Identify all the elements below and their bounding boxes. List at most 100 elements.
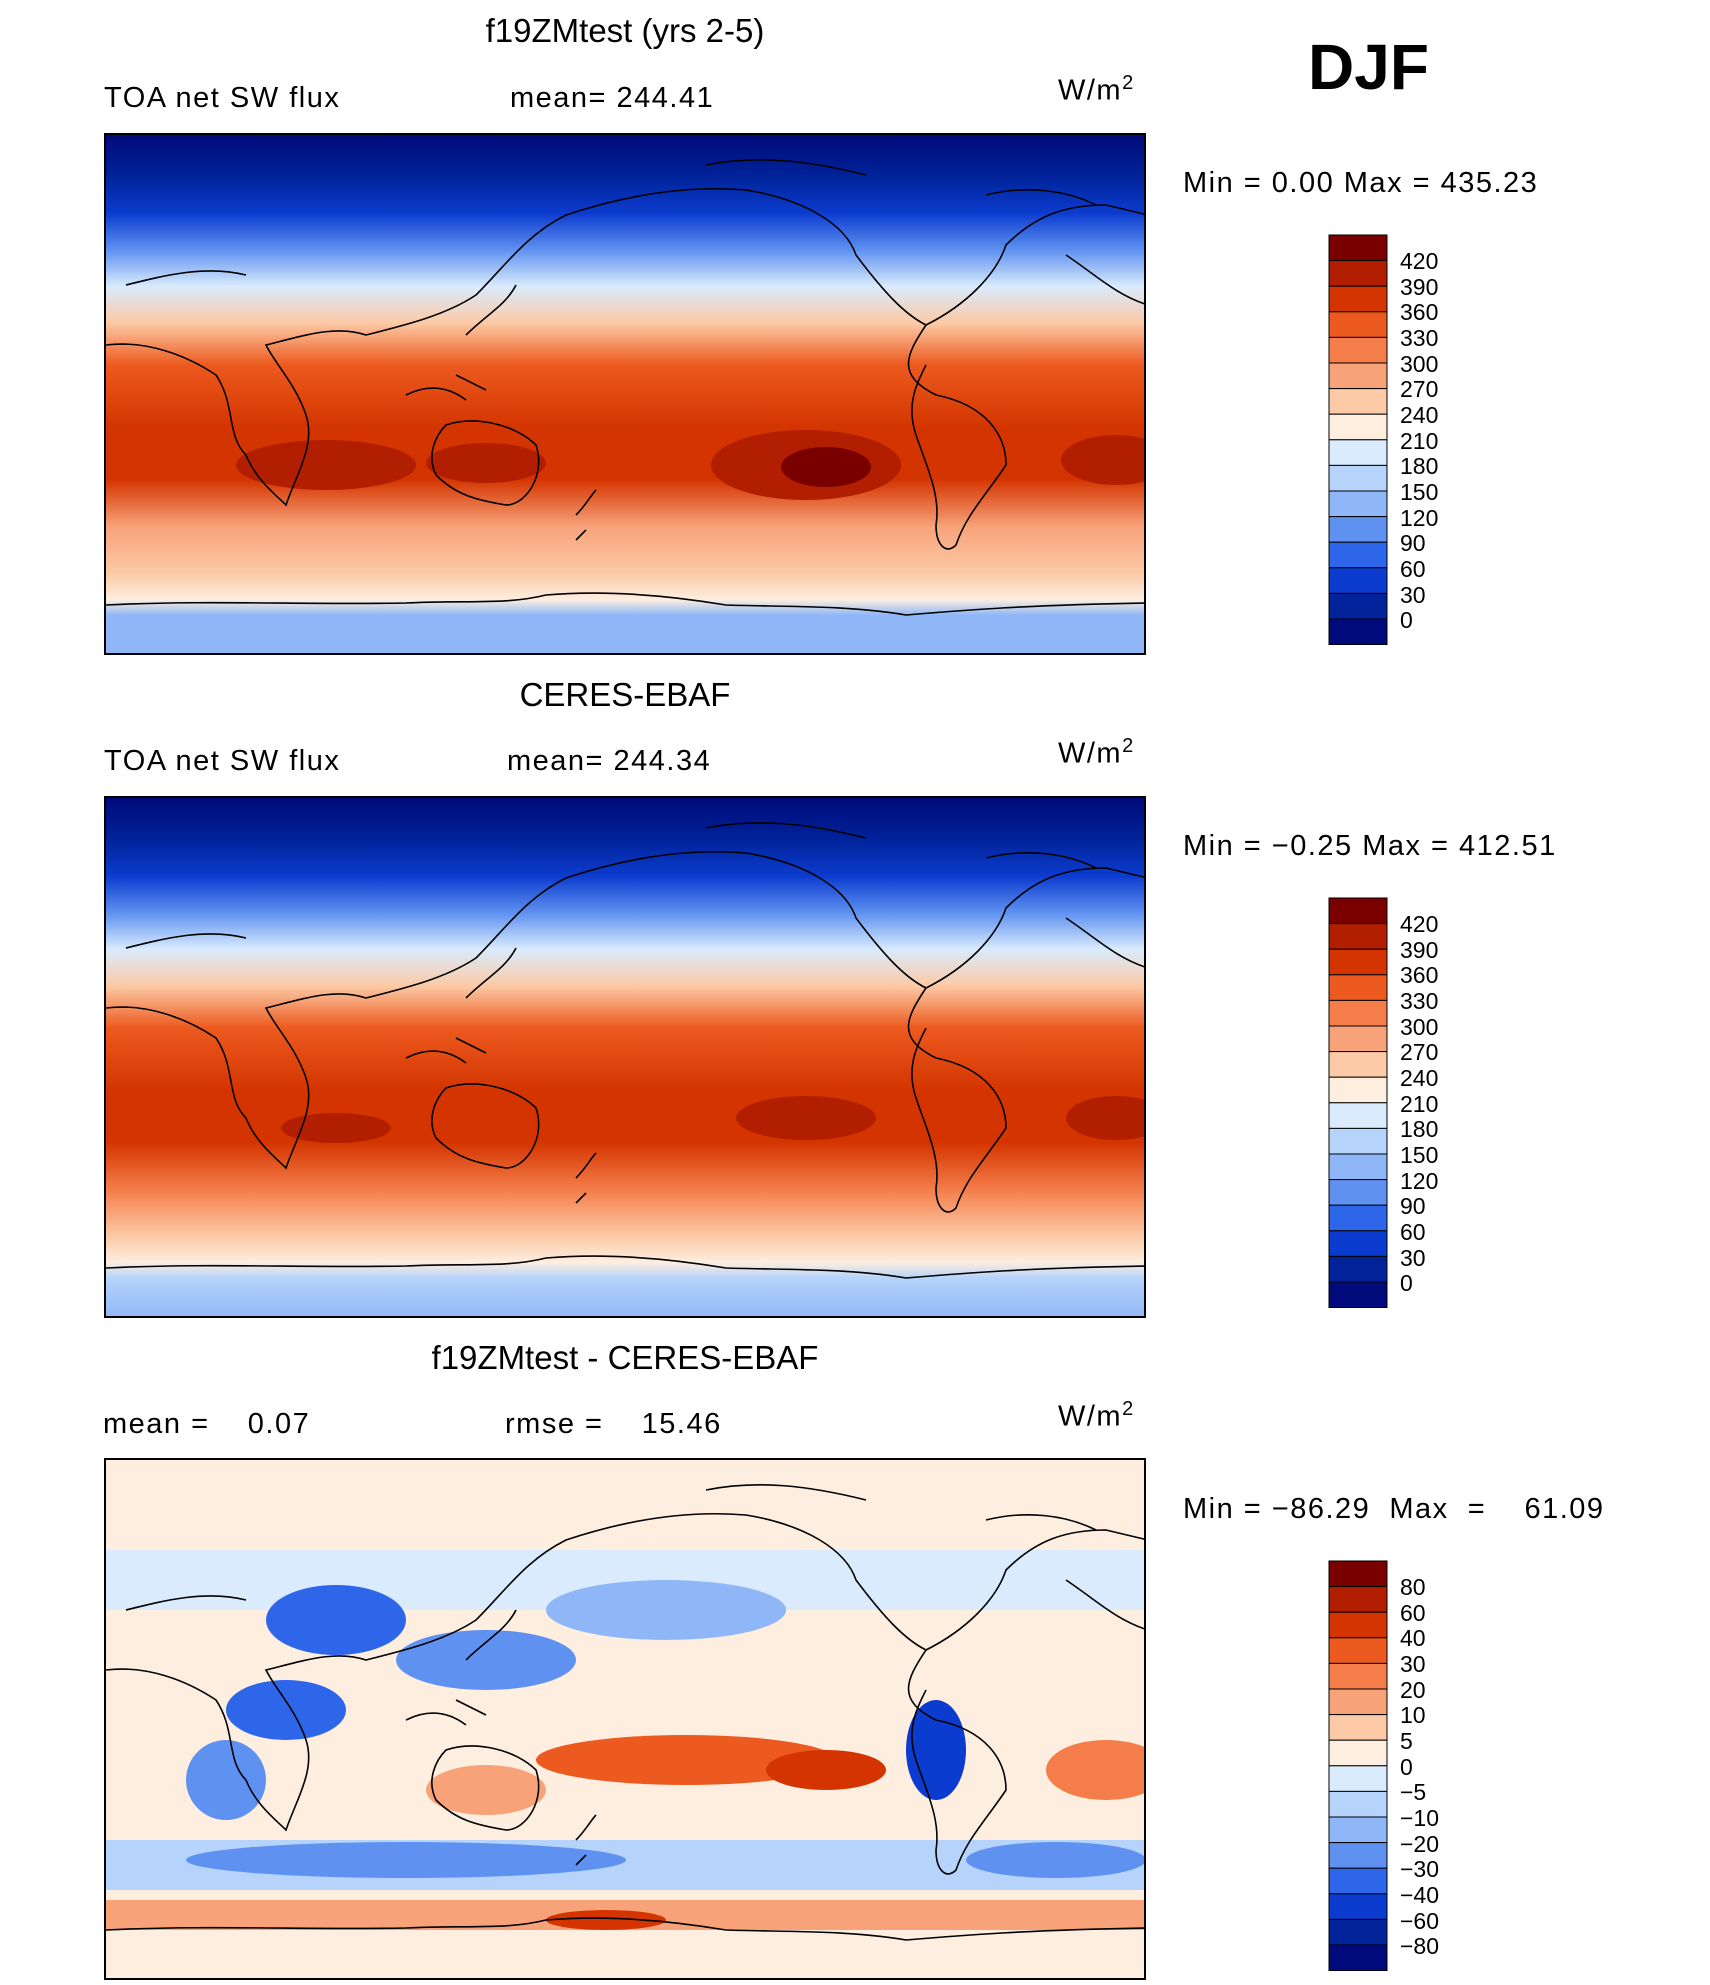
colorbar-swatch (1328, 1662, 1388, 1690)
colorbar-swatch (1328, 541, 1388, 569)
minmax-label: Min = 0.00 Max = 435.23 (1183, 167, 1539, 199)
minmax-label: Min = −86.29 Max = 61.09 (1183, 1493, 1605, 1525)
colorbar-swatch (1328, 1816, 1388, 1844)
colorbar-swatch (1328, 1179, 1388, 1206)
colorbar-tick-label: 90 (1400, 530, 1426, 556)
colorbar-tick-label: 30 (1400, 1651, 1426, 1677)
panel-center-label: mean= 244.34 (507, 745, 712, 777)
map-panel-obs (104, 796, 1146, 1318)
colorbar-swatch (1328, 260, 1388, 287)
colorbar-swatch (1328, 1230, 1388, 1257)
colorbar-swatch (1328, 311, 1388, 338)
colorbar-swatch (1328, 516, 1388, 543)
colorbar-tick-label: 150 (1400, 479, 1439, 505)
colorbar-tick-label: 30 (1400, 582, 1426, 608)
colorbar-swatch (1328, 1790, 1388, 1818)
colorbar-tick-label: 120 (1400, 1168, 1439, 1194)
colorbar-swatch (1328, 439, 1388, 466)
colorbar-tick-label: 240 (1400, 402, 1439, 428)
colorbar-tick-label: −60 (1400, 1908, 1440, 1934)
colorbar-swatches (1328, 1560, 1388, 1971)
colorbar-tick-label: 330 (1400, 325, 1439, 351)
colorbar-tick-label: 80 (1400, 1574, 1426, 1600)
colorbar-tick-label: −10 (1400, 1805, 1440, 1831)
colorbar-swatches (1328, 897, 1388, 1308)
colorbar-swatch (1328, 285, 1388, 313)
colorbar-swatch (1328, 923, 1388, 950)
colorbar-swatch (1328, 1281, 1388, 1308)
colorbar-swatch (1328, 948, 1388, 976)
panel-left-label: TOA net SW flux (104, 82, 341, 114)
colorbar-swatch (1328, 234, 1388, 262)
colorbar-tick-label: 120 (1400, 505, 1439, 531)
minmax-label: Min = −0.25 Max = 412.51 (1183, 830, 1557, 862)
colorbar-tick-label: 40 (1400, 1625, 1426, 1651)
colorbar-swatch (1328, 1867, 1388, 1895)
colorbar-swatch (1328, 1918, 1388, 1946)
colorbar-model (1328, 234, 1388, 645)
colorbar-tick-label: 180 (1400, 1116, 1439, 1142)
colorbar-tick-label: −30 (1400, 1856, 1440, 1882)
colorbar-swatch (1328, 336, 1388, 364)
colorbar-swatch (1328, 567, 1388, 594)
colorbar-tick-label: 60 (1400, 1219, 1426, 1245)
panel-title: f19ZMtest (yrs 2-5) (485, 12, 765, 49)
colorbar-swatch (1328, 388, 1388, 415)
colorbar-tick-label: 60 (1400, 556, 1426, 582)
colorbar-tick-label: 210 (1400, 1091, 1439, 1117)
colorbar-swatch (1328, 1893, 1388, 1920)
map-field (106, 135, 1144, 653)
colorbar-tick-label: 30 (1400, 1245, 1426, 1271)
colorbar-tick-label: 420 (1400, 248, 1439, 274)
panel-units: W/m2 (1058, 1398, 1135, 1433)
colorbar-tick-label: 5 (1400, 1728, 1413, 1754)
map-panel-model (104, 133, 1146, 655)
colorbar-obs (1328, 897, 1388, 1308)
colorbar-tick-label: −20 (1400, 1831, 1440, 1857)
colorbar-tick-label: 300 (1400, 351, 1439, 377)
colorbar-tick-label: 240 (1400, 1065, 1439, 1091)
colorbar-tick-label: 20 (1400, 1677, 1426, 1703)
colorbar-tick-label: 210 (1400, 428, 1439, 454)
colorbar-tick-label: 0 (1400, 1754, 1413, 1780)
colorbar-swatch (1328, 1025, 1388, 1053)
panel-left-label: TOA net SW flux (104, 745, 341, 777)
colorbar-swatch (1328, 1944, 1388, 1971)
colorbar-swatch (1328, 1076, 1388, 1104)
colorbar-swatch (1328, 464, 1388, 492)
colorbar-diff (1328, 1560, 1388, 1971)
colorbar-swatch (1328, 1842, 1388, 1869)
colorbar-tick-label: 60 (1400, 1600, 1426, 1626)
colorbar-swatch (1328, 1255, 1388, 1283)
colorbar-swatch (1328, 362, 1388, 390)
colorbar-swatch (1328, 618, 1388, 645)
colorbar-tick-label: 390 (1400, 274, 1439, 300)
colorbar-tick-label: 150 (1400, 1142, 1439, 1168)
colorbar-swatch (1328, 1765, 1388, 1792)
colorbar-tick-label: −5 (1400, 1779, 1427, 1805)
map-field (106, 1460, 1144, 1978)
colorbar-tick-label: −40 (1400, 1882, 1440, 1908)
colorbar-swatch (1328, 592, 1388, 620)
colorbar-swatch (1328, 1127, 1388, 1155)
panel-units: W/m2 (1058, 72, 1135, 107)
colorbar-swatch (1328, 897, 1388, 925)
panel-center-label: rmse = 15.46 (505, 1408, 722, 1440)
colorbar-swatch (1328, 1739, 1388, 1767)
colorbar-swatch (1328, 1688, 1388, 1716)
colorbar-swatches (1328, 234, 1388, 645)
colorbar-swatch (1328, 999, 1388, 1027)
colorbar-tick-label: 330 (1400, 988, 1439, 1014)
colorbar-swatch (1328, 413, 1388, 441)
colorbar-tick-label: 360 (1400, 299, 1439, 325)
colorbar-tick-label: 300 (1400, 1014, 1439, 1040)
colorbar-swatch (1328, 1611, 1388, 1639)
colorbar-tick-label: 270 (1400, 376, 1439, 402)
colorbar-swatch (1328, 490, 1388, 518)
map-panel-diff (104, 1458, 1146, 1980)
colorbar-tick-label: 270 (1400, 1039, 1439, 1065)
panel-title: CERES-EBAF (519, 676, 731, 713)
colorbar-tick-label: 420 (1400, 911, 1439, 937)
colorbar-swatch (1328, 1102, 1388, 1129)
panel-left-label: mean = 0.07 (103, 1408, 311, 1440)
